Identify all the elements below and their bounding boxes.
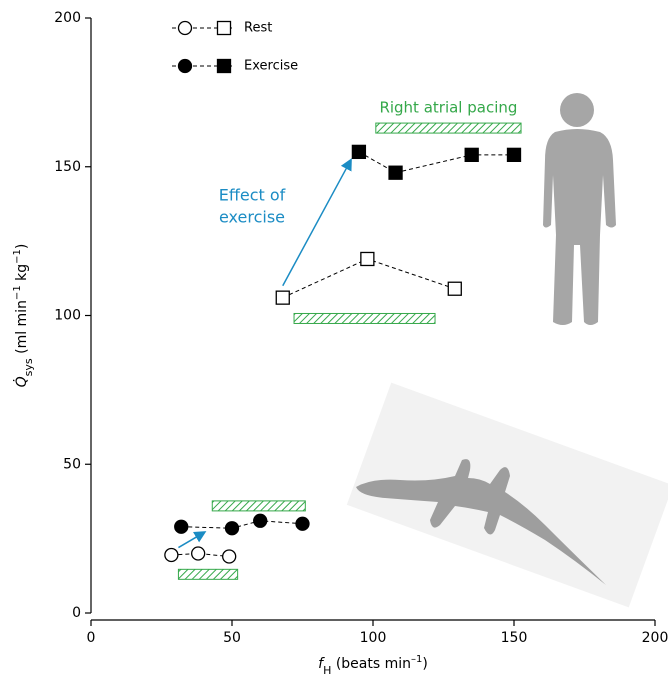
pacing-bar bbox=[177, 568, 239, 580]
human-silhouette bbox=[543, 93, 616, 325]
x-tick-label: 50 bbox=[223, 630, 241, 646]
square-marker bbox=[464, 147, 479, 163]
square-marker bbox=[216, 58, 232, 74]
pacing-label: Right atrial pacing bbox=[379, 99, 517, 117]
x-tick-label: 200 bbox=[642, 630, 668, 646]
y-tick-label: 200 bbox=[54, 10, 81, 26]
square-marker bbox=[506, 147, 522, 163]
y-axis-label-part: Q̇ bbox=[13, 376, 30, 387]
x-axis-label: fH (beats min–1) bbox=[318, 654, 428, 677]
circle-marker bbox=[164, 547, 179, 563]
series-line bbox=[358, 151, 514, 174]
pacing-bar bbox=[293, 312, 436, 324]
legend-label: Exercise bbox=[244, 59, 298, 74]
square-marker bbox=[351, 144, 367, 160]
series-line bbox=[171, 552, 230, 557]
circle-marker bbox=[224, 521, 240, 536]
x-tick-label: 100 bbox=[360, 630, 387, 646]
y-axis-label-part: ) bbox=[14, 244, 30, 249]
square-marker bbox=[275, 290, 290, 305]
circle-marker bbox=[177, 58, 193, 74]
circle-marker bbox=[253, 513, 268, 528]
square-marker bbox=[216, 20, 232, 36]
circle-marker bbox=[222, 549, 237, 564]
y-axis-label-part: sys bbox=[22, 358, 35, 376]
x-tick-label: 0 bbox=[87, 630, 96, 646]
lizard-photo bbox=[346, 382, 668, 608]
x-axis-label-part: H bbox=[323, 664, 331, 677]
legend-label: Rest bbox=[244, 21, 272, 36]
x-axis-label-part: –1 bbox=[411, 654, 422, 665]
y-tick-label: 100 bbox=[54, 308, 81, 324]
square-marker bbox=[447, 281, 462, 296]
x-axis-label-part: f bbox=[318, 656, 325, 672]
y-axis-label-part: −1 bbox=[12, 249, 23, 264]
circle-marker bbox=[295, 516, 310, 531]
arrow-label: exercise bbox=[219, 208, 285, 227]
exercise-arrow bbox=[282, 158, 352, 287]
square-marker bbox=[360, 251, 375, 267]
y-tick-label: 150 bbox=[54, 159, 81, 175]
y-axis-label-part: −1 bbox=[12, 285, 23, 300]
exercise-arrow bbox=[178, 531, 207, 549]
x-axis-label-part: ) bbox=[422, 656, 427, 672]
circle-marker bbox=[191, 546, 206, 561]
y-tick-label: 0 bbox=[72, 605, 81, 621]
y-axis-label: Q̇sys (ml min−1 kg−1) bbox=[12, 244, 35, 388]
y-tick-label: 50 bbox=[63, 456, 81, 472]
arrow-label: Effect of bbox=[219, 186, 286, 205]
series-line bbox=[181, 520, 303, 529]
square-marker bbox=[388, 165, 403, 180]
circle-marker bbox=[177, 20, 193, 36]
pacing-bar bbox=[211, 500, 306, 512]
x-tick-label: 150 bbox=[501, 630, 528, 646]
y-axis-label-part: kg bbox=[14, 264, 30, 285]
pacing-bar bbox=[375, 122, 522, 134]
circle-marker bbox=[174, 519, 189, 534]
y-axis-label-part: (ml min bbox=[14, 300, 30, 358]
x-axis-label-part: (beats min bbox=[331, 656, 411, 672]
